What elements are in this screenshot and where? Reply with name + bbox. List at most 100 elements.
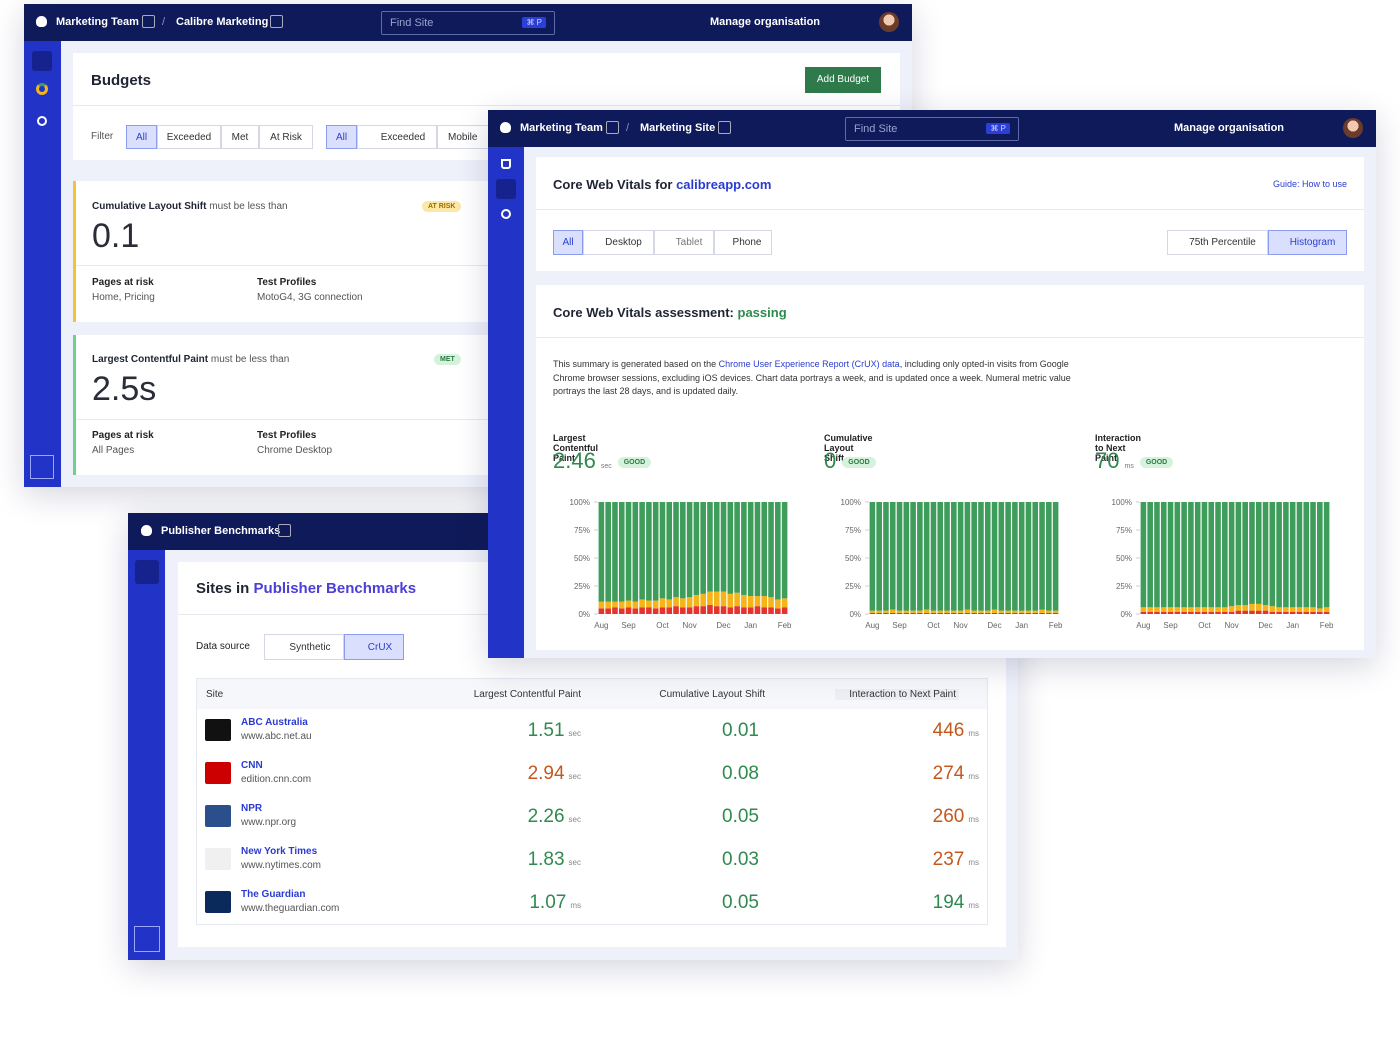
sidebar-vitals[interactable] [36, 83, 48, 95]
device-all[interactable]: All [553, 230, 583, 255]
metric-unit: ms [968, 815, 979, 824]
bar-segment [1154, 607, 1160, 612]
site-dropdown[interactable] [718, 121, 731, 134]
site-name[interactable]: Calibre Marketing [176, 16, 269, 28]
manage-organisation[interactable]: Manage organisation [710, 16, 821, 28]
site-name[interactable]: NPR [241, 803, 263, 814]
site-name[interactable]: Marketing Site [640, 122, 716, 134]
data-source-label: Data source [196, 641, 250, 652]
bar-segment [741, 607, 747, 614]
filter-met[interactable]: Met [221, 125, 259, 149]
site-name[interactable]: The Guardian [241, 889, 306, 900]
filter-exceeded[interactable]: Exceeded [157, 125, 221, 149]
bar-segment [761, 502, 768, 597]
view-percentile[interactable]: 75th Percentile [1167, 230, 1268, 255]
rating-badge: GOOD [842, 457, 876, 468]
bar-segment [707, 605, 713, 614]
search-box[interactable]: Find Site ⌘ P [845, 117, 1019, 141]
bar-segment [768, 597, 774, 608]
search-box[interactable]: Find Site ⌘ P [381, 11, 555, 35]
sidebar-settings[interactable] [37, 116, 47, 126]
rating-badge: GOOD [617, 457, 652, 468]
manage-organisation[interactable]: Manage organisation [1174, 122, 1285, 134]
site-name[interactable]: ABC Australia [241, 717, 308, 728]
bar-segment [781, 598, 788, 608]
avatar[interactable] [1343, 118, 1363, 138]
bar-segment [1160, 607, 1167, 612]
site-dropdown[interactable] [270, 15, 283, 28]
expand-button[interactable] [30, 455, 54, 479]
source-crux[interactable]: CrUX [344, 634, 404, 660]
device-mobile[interactable]: Mobile [437, 125, 497, 149]
bar-segment [917, 612, 923, 614]
bar-segment [659, 607, 666, 614]
metric-cell: 194 ms [933, 892, 979, 914]
bar-segment [1222, 611, 1228, 614]
bar-segment [869, 610, 876, 613]
device-phone[interactable]: Phone [714, 230, 772, 255]
site-link[interactable]: calibreapp.com [676, 177, 772, 192]
bar-segment [1012, 610, 1018, 613]
guide-link[interactable]: Guide: How to use [1272, 179, 1347, 189]
site-name[interactable]: New York Times [241, 846, 318, 857]
x-tick-label: Aug [594, 621, 608, 630]
device-all[interactable]: All [326, 125, 357, 149]
collection-name[interactable]: Publisher Benchmarks [253, 580, 417, 597]
x-tick-label: Nov [953, 621, 967, 630]
team-name[interactable]: Publisher Benchmarks [161, 525, 281, 537]
filter-label: Filter [91, 131, 114, 142]
filter-at-risk[interactable]: At Risk [259, 125, 313, 149]
bar-segment [1276, 611, 1282, 614]
bar-segment [1276, 502, 1282, 608]
bar-segment [1167, 607, 1174, 612]
sidebar-settings[interactable] [501, 209, 511, 219]
column-header[interactable]: Interaction to Next Paint [835, 689, 959, 700]
y-tick-label: 25% [845, 582, 861, 591]
column-header[interactable]: Largest Contentful Paint [473, 689, 581, 700]
metric-value: 0.05 [722, 806, 759, 827]
search-placeholder: Find Site [390, 17, 434, 29]
team-dropdown[interactable] [142, 15, 155, 28]
bar-segment [666, 502, 673, 600]
bar-segment [1147, 611, 1153, 614]
bar-segment [1046, 612, 1052, 614]
pages-label: Pages at risk [92, 430, 154, 441]
view-histogram[interactable]: Histogram [1268, 230, 1347, 255]
sidebar-lab[interactable] [32, 51, 52, 71]
bar-segment [1032, 610, 1039, 613]
status-badge: AT RISK [422, 201, 462, 212]
crux-link[interactable]: Chrome User Experience Report (CrUX) dat… [718, 359, 900, 369]
bar-segment [1269, 606, 1276, 612]
y-tick-label: 0% [578, 610, 590, 619]
bar-segment [768, 502, 774, 598]
add-budget-button[interactable]: Add Budget [805, 67, 881, 93]
bar-segment [957, 502, 964, 611]
team-dropdown[interactable] [606, 121, 619, 134]
budget-heading: Cumulative Layout Shift must be less tha… [92, 201, 288, 212]
sidebar-benchmarks[interactable] [135, 560, 159, 584]
source-synthetic[interactable]: Synthetic [264, 634, 344, 660]
site-name[interactable]: CNN [241, 760, 263, 771]
team-name[interactable]: Marketing Team [520, 122, 603, 134]
metric-cell: 2.26 sec [528, 806, 581, 828]
x-tick-label: Dec [987, 621, 1001, 630]
expand-button[interactable] [134, 926, 160, 952]
column-header[interactable]: Cumulative Layout Shift [659, 689, 765, 700]
profiles-label: Test Profiles [257, 430, 317, 441]
bar-segment [1188, 607, 1194, 612]
device-tablet[interactable]: Tablet [654, 230, 714, 255]
bar-segment [1283, 607, 1289, 612]
filter-all[interactable]: All [126, 125, 157, 149]
bar-segment [984, 502, 991, 611]
metric-unit: ms [1124, 463, 1134, 470]
x-tick-label: Feb [1320, 621, 1334, 630]
device-desktop[interactable]: Desktop [583, 230, 654, 255]
team-dropdown[interactable] [278, 524, 291, 537]
team-name[interactable]: Marketing Team [56, 16, 139, 28]
avatar[interactable] [879, 12, 899, 32]
device-exceeded[interactable]: Exceeded [357, 125, 437, 149]
sidebar-vitals[interactable] [496, 179, 516, 199]
bar-segment [598, 601, 605, 609]
metric-unit: sec [568, 772, 581, 781]
sidebar-lab[interactable] [501, 159, 511, 169]
